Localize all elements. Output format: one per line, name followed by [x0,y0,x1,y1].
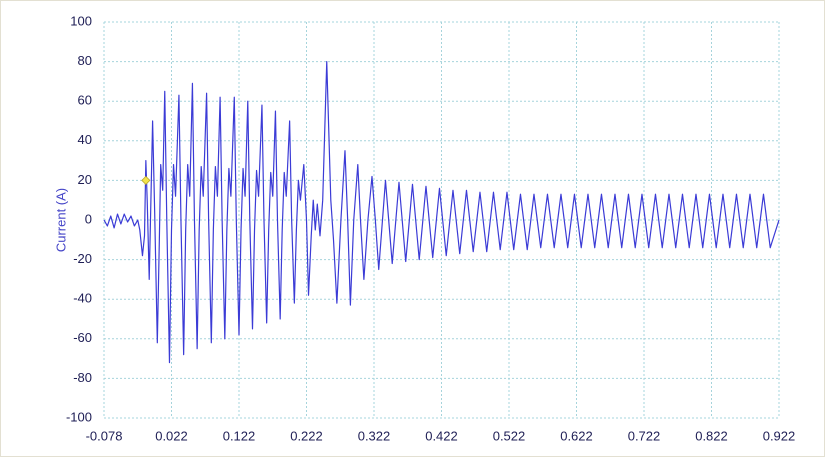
y-tick-label: 80 [78,53,92,68]
x-tick-label: 0.022 [155,428,188,443]
x-tick-label: 0.622 [560,428,593,443]
y-axis-label: Current (A) [53,188,68,252]
x-tick-label: 0.522 [493,428,526,443]
current-line [103,60,780,364]
x-tick-label: 0.722 [628,428,661,443]
x-tick-label: 0.122 [223,428,256,443]
y-tick-label: 20 [78,172,92,187]
x-tick-label: -0.078 [86,428,123,443]
trigger-marker [141,175,151,185]
x-tick-label: 0.822 [695,428,728,443]
y-tick-label: -20 [73,251,92,266]
y-tick-label: -60 [73,330,92,345]
y-tick-label: 0 [85,211,92,226]
y-tick-label: 60 [78,93,92,108]
y-tick-label: 40 [78,132,92,147]
y-tick-label: -40 [73,291,92,306]
y-tick-label: -80 [73,370,92,385]
x-tick-label: 0.422 [425,428,458,443]
y-tick-label: -100 [66,409,92,424]
y-tick-label: 100 [70,13,92,28]
x-tick-label: 0.222 [290,428,323,443]
x-tick-label: 0.922 [763,428,796,443]
x-tick-label: 0.322 [358,428,391,443]
